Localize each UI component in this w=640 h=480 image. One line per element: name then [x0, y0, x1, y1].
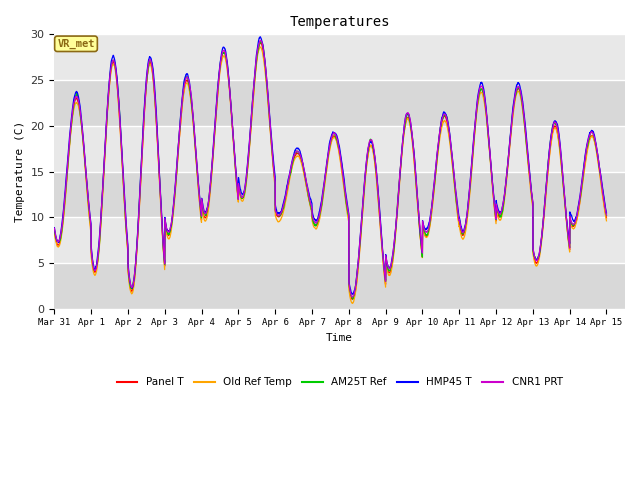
Bar [54, 126, 625, 171]
Text: VR_met: VR_met [57, 39, 95, 49]
Bar [54, 35, 625, 80]
Bar [54, 263, 625, 309]
Bar [54, 80, 625, 126]
Bar [54, 171, 625, 217]
Bar [54, 217, 625, 263]
X-axis label: Time: Time [326, 333, 353, 343]
Legend: Panel T, Old Ref Temp, AM25T Ref, HMP45 T, CNR1 PRT: Panel T, Old Ref Temp, AM25T Ref, HMP45 … [113, 373, 567, 391]
Y-axis label: Temperature (C): Temperature (C) [15, 121, 25, 222]
Title: Temperatures: Temperatures [289, 15, 390, 29]
